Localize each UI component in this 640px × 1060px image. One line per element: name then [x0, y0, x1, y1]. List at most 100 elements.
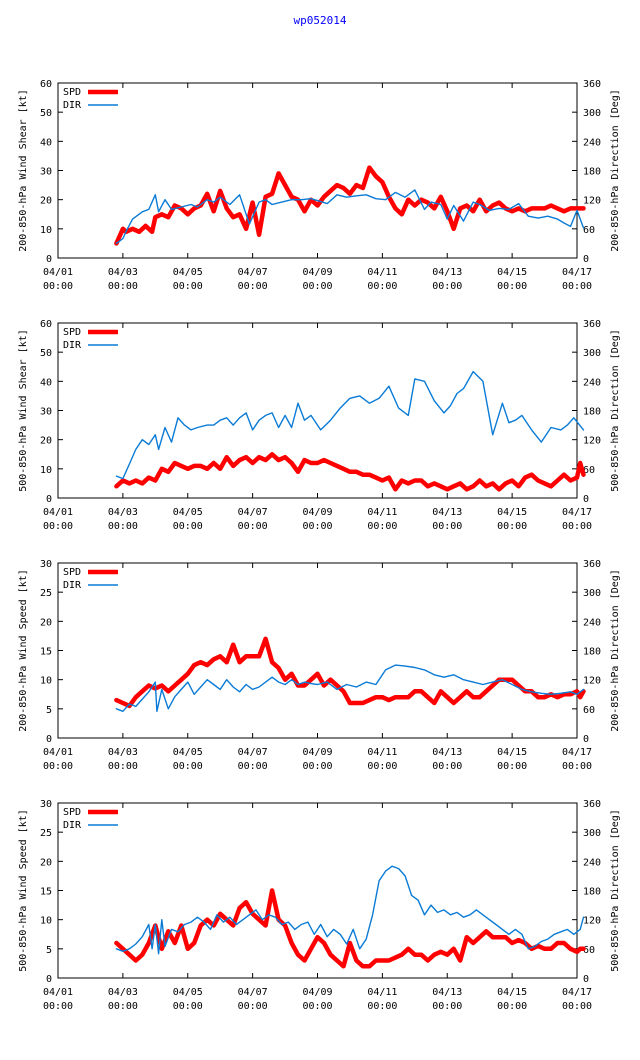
spd-series-line: [114, 636, 586, 709]
y-right-tick-label: 180: [583, 167, 601, 178]
x-tick-label-date: 04/11: [367, 747, 397, 758]
x-tick-label-date: 04/07: [238, 507, 268, 518]
chart-panel-1: 0 10 20 30 40 50 60 0 60 120 180 240 300 360 04/01 00:0…: [18, 79, 621, 292]
x-tick-label-time: 00:00: [302, 281, 332, 292]
dir-series-line: [115, 370, 585, 480]
x-tick-label-date: 04/13: [432, 747, 462, 758]
x-tick-label-date: 04/15: [497, 267, 527, 278]
y-left-axis-label: 200-850-hPa Wind Shear [kt]: [18, 89, 29, 252]
y-left-axis-label: 500-850-hPa Wind Speed [kt]: [18, 809, 29, 972]
y-left-tick-label: 30: [40, 799, 52, 810]
x-tick-label-date: 04/17: [562, 987, 592, 998]
y-right-tick-label: 60: [583, 945, 595, 956]
y-right-tick-label: 360: [583, 799, 601, 810]
y-right-tick-label: 60: [583, 465, 595, 476]
x-tick-label-time: 00:00: [562, 761, 592, 772]
y-right-tick-label: 360: [583, 319, 601, 330]
y-right-tick-label: 300: [583, 348, 601, 359]
x-tick-label-date: 04/13: [432, 267, 462, 278]
x-tick-label-date: 04/03: [108, 267, 138, 278]
spd-series-line: [114, 888, 586, 969]
legend-label-dir: DIR: [63, 100, 82, 111]
panels-container: 010203040506006012018024030036004/0100:0…: [18, 79, 621, 1012]
dir-series-line: [115, 865, 585, 955]
legend-label-dir: DIR: [63, 340, 82, 351]
y-left-tick-label: 10: [40, 676, 52, 687]
y-left-tick-label: 30: [40, 407, 52, 418]
dir-series-line: [115, 189, 585, 245]
x-tick-label-date: 04/05: [173, 747, 203, 758]
x-tick-label-date: 04/05: [173, 987, 203, 998]
x-tick-label-time: 00:00: [173, 281, 203, 292]
y-left-tick-label: 15: [40, 647, 52, 658]
x-tick-label-date: 04/03: [108, 507, 138, 518]
y-left-tick-label: 25: [40, 828, 52, 839]
x-tick-label-time: 00:00: [302, 761, 332, 772]
y-right-tick-label: 0: [583, 974, 589, 985]
x-tick-label-time: 00:00: [367, 521, 397, 532]
x-tick-label-date: 04/01: [43, 507, 73, 518]
y-left-tick-label: 5: [46, 705, 52, 716]
y-right-tick-label: 240: [583, 617, 601, 628]
x-tick-label-date: 04/17: [562, 747, 592, 758]
x-tick-label-time: 00:00: [108, 1001, 138, 1012]
x-tick-label-date: 04/01: [43, 987, 73, 998]
x-tick-label-time: 00:00: [173, 521, 203, 532]
x-tick-label-date: 04/03: [108, 747, 138, 758]
x-tick-label-time: 00:00: [497, 761, 527, 772]
x-tick-label-time: 00:00: [562, 521, 592, 532]
x-tick-label-date: 04/09: [302, 987, 332, 998]
y-left-tick-label: 10: [40, 916, 52, 927]
x-tick-label-date: 04/05: [173, 507, 203, 518]
y-left-tick-label: 20: [40, 857, 52, 868]
plot-frame: [57, 802, 578, 979]
y-right-tick-label: 180: [583, 407, 601, 418]
y-left-tick-label: 40: [40, 377, 52, 388]
y-right-tick-label: 180: [583, 647, 601, 658]
y-right-tick-label: 300: [583, 108, 601, 119]
x-tick-label-time: 00:00: [43, 1001, 73, 1012]
chart-panel-2: 0 10 20 30 40 50 60 0 60 120 180 240 300 360 04/01 00:0…: [18, 319, 621, 532]
x-tick-label-date: 04/13: [432, 987, 462, 998]
x-tick-label-time: 00:00: [432, 1001, 462, 1012]
legend-label-spd: SPD: [63, 327, 81, 338]
spd-series-line: [114, 165, 586, 246]
y-left-tick-label: 25: [40, 588, 52, 599]
y-left-tick-label: 0: [46, 254, 52, 265]
y-right-tick-label: 0: [583, 494, 589, 505]
x-tick-label-date: 04/13: [432, 507, 462, 518]
x-tick-label-time: 00:00: [43, 761, 73, 772]
y-left-axis-label: 500-850-hPa Wind Shear [kt]: [18, 329, 29, 492]
x-tick-label-time: 00:00: [497, 521, 527, 532]
y-right-axis-label: 200-850-hPa Direction [Deg]: [610, 89, 621, 252]
y-right-tick-label: 300: [583, 588, 601, 599]
y-right-tick-label: 240: [583, 137, 601, 148]
legend-label-dir: DIR: [63, 820, 82, 831]
spd-series-line: [114, 452, 586, 492]
x-tick-label-date: 04/15: [497, 747, 527, 758]
y-right-tick-label: 120: [583, 916, 601, 927]
y-left-tick-label: 15: [40, 887, 52, 898]
x-tick-label-time: 00:00: [367, 761, 397, 772]
x-tick-label-time: 00:00: [173, 1001, 203, 1012]
x-tick-label-date: 04/07: [238, 267, 268, 278]
x-tick-label-time: 00:00: [497, 281, 527, 292]
x-tick-label-date: 04/07: [238, 987, 268, 998]
y-right-tick-label: 180: [583, 887, 601, 898]
x-tick-label-time: 00:00: [173, 761, 203, 772]
x-tick-label-date: 04/15: [497, 987, 527, 998]
x-tick-label-date: 04/17: [562, 507, 592, 518]
x-tick-label-time: 00:00: [238, 521, 268, 532]
x-tick-label-time: 00:00: [108, 761, 138, 772]
y-left-tick-label: 20: [40, 617, 52, 628]
x-tick-label-time: 00:00: [43, 281, 73, 292]
x-tick-label-time: 00:00: [238, 281, 268, 292]
y-right-tick-label: 360: [583, 79, 601, 90]
y-right-tick-label: 240: [583, 377, 601, 388]
y-left-tick-label: 20: [40, 436, 52, 447]
x-tick-label-date: 04/01: [43, 747, 73, 758]
y-left-tick-label: 50: [40, 348, 52, 359]
x-tick-label-date: 04/05: [173, 267, 203, 278]
y-right-tick-label: 120: [583, 676, 601, 687]
